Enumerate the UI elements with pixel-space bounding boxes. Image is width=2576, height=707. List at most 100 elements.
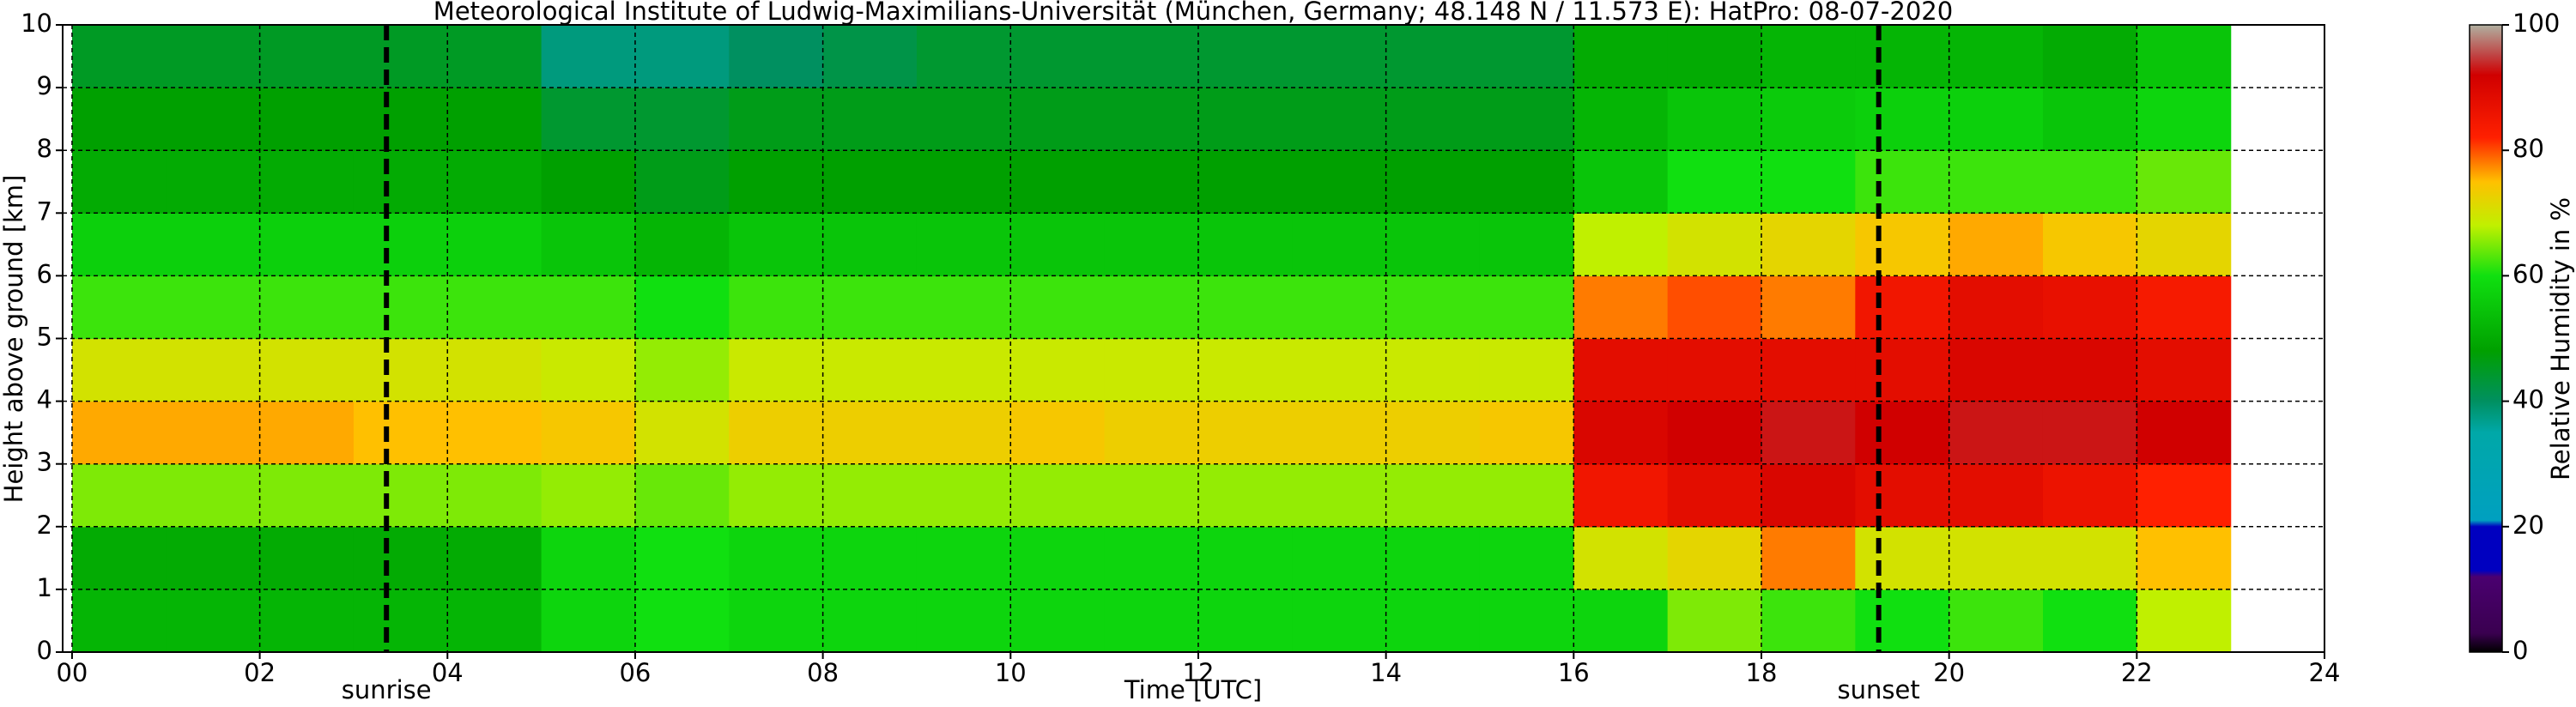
heatmap-cell — [447, 401, 542, 465]
heatmap-cell — [353, 401, 448, 465]
heatmap-cell — [1104, 401, 1199, 465]
heatmap-cell — [541, 526, 636, 590]
heatmap-cell — [541, 88, 636, 151]
heatmap-cell — [1104, 589, 1199, 653]
heatmap-cell — [259, 463, 355, 528]
heatmap-cell — [1855, 150, 1950, 214]
colorbar-tick-label: 0 — [2512, 636, 2528, 665]
heatmap-cell — [166, 589, 261, 653]
heatmap-cell — [166, 275, 261, 340]
heatmap-cell — [729, 526, 824, 590]
heatmap-cell — [916, 401, 1011, 465]
heatmap-cell — [1573, 526, 1669, 590]
heatmap-cell — [1010, 25, 1106, 88]
heatmap-cell — [259, 275, 355, 340]
heatmap-cell — [729, 25, 824, 88]
heatmap-cell — [1197, 88, 1293, 151]
heatmap-cell — [2042, 338, 2137, 402]
heatmap-cell — [1761, 589, 1856, 653]
heatmap-cell — [166, 213, 261, 276]
heatmap-cell — [353, 88, 448, 151]
heatmap-cell — [1385, 88, 1481, 151]
heatmap-cell — [916, 526, 1011, 590]
heatmap-cell — [634, 401, 730, 465]
heatmap-cell — [822, 150, 918, 214]
heatmap-cell — [1197, 401, 1293, 465]
heatmap-cell — [1292, 526, 1387, 590]
y-tick-label: 9 — [37, 71, 52, 100]
heatmap-cell — [1949, 589, 2044, 653]
heatmap-cell — [2137, 589, 2232, 653]
heatmap-cell — [1667, 526, 1762, 590]
heatmap-cell — [1573, 150, 1669, 214]
y-tick-label: 10 — [21, 9, 52, 38]
heatmap-cell — [1855, 526, 1950, 590]
heatmap-cell — [71, 88, 167, 151]
heatmap-cell — [1292, 25, 1387, 88]
x-axis-label: Time [UTC] — [1124, 675, 1262, 704]
heatmap-cell — [729, 150, 824, 214]
heatmap-cell — [1104, 526, 1199, 590]
heatmap-cell — [1667, 463, 1762, 528]
heatmap-cell — [353, 589, 448, 653]
heatmap-cell — [166, 338, 261, 402]
heatmap-cell — [71, 25, 167, 88]
heatmap-cell — [259, 589, 355, 653]
heatmap-cell — [2042, 213, 2137, 276]
heatmap-cell — [353, 150, 448, 214]
heatmap-cell — [1949, 275, 2044, 340]
heatmap-cell — [353, 25, 448, 88]
heatmap-cell — [2042, 463, 2137, 528]
heatmap-cell — [2042, 589, 2137, 653]
heatmap-cell — [1479, 401, 1574, 465]
heatmap-cell — [1197, 526, 1293, 590]
heatmap-cell — [259, 401, 355, 465]
heatmap-cell — [729, 338, 824, 402]
heatmap-cell — [1197, 25, 1293, 88]
colorbar-tick-label: 100 — [2512, 9, 2560, 38]
heatmap-cell — [1385, 338, 1481, 402]
heatmap-cell — [634, 589, 730, 653]
heatmap-cell — [916, 213, 1011, 276]
heatmap-cell — [1761, 25, 1856, 88]
heatmap-cell — [822, 275, 918, 340]
heatmap-cell — [1385, 213, 1481, 276]
heatmap-cell — [166, 88, 261, 151]
heatmap-cell — [1855, 25, 1950, 88]
x-tick-label: 16 — [1558, 658, 1590, 687]
heatmap-cell — [1573, 463, 1669, 528]
heatmap-cell — [634, 338, 730, 402]
heatmap-cell — [1385, 463, 1481, 528]
heatmap-cell — [71, 150, 167, 214]
heatmap-cell — [1667, 150, 1762, 214]
heatmap-cell — [447, 150, 542, 214]
heatmap-cell — [71, 338, 167, 402]
heatmap-cell — [1573, 213, 1669, 276]
heatmap-cell — [822, 338, 918, 402]
heatmap-cell — [1949, 338, 2044, 402]
heatmap-cell — [1292, 213, 1387, 276]
heatmap-cell — [2137, 338, 2232, 402]
heatmap-cell — [541, 589, 636, 653]
heatmap-cell — [71, 589, 167, 653]
heatmap-cell — [1761, 463, 1856, 528]
x-tick-label: 02 — [244, 658, 276, 687]
heatmap-cell — [353, 275, 448, 340]
colorbar-label: Relative Humidity in % — [2546, 197, 2575, 480]
heatmap-cell — [259, 25, 355, 88]
heatmap-cell — [1667, 213, 1762, 276]
heatmap-cell — [634, 213, 730, 276]
heatmap-cell — [353, 213, 448, 276]
heatmap-cell — [166, 25, 261, 88]
heatmap-cell — [916, 589, 1011, 653]
colorbar — [2469, 24, 2503, 653]
heatmap-cell — [1292, 463, 1387, 528]
heatmap-cell — [916, 88, 1011, 151]
heatmap-cell — [1010, 463, 1106, 528]
x-tick-label: 18 — [1746, 658, 1778, 687]
heatmap-cell — [729, 213, 824, 276]
heatmap-cell — [1949, 213, 2044, 276]
heatmap-cell — [1949, 401, 2044, 465]
heatmap-cell — [916, 150, 1011, 214]
